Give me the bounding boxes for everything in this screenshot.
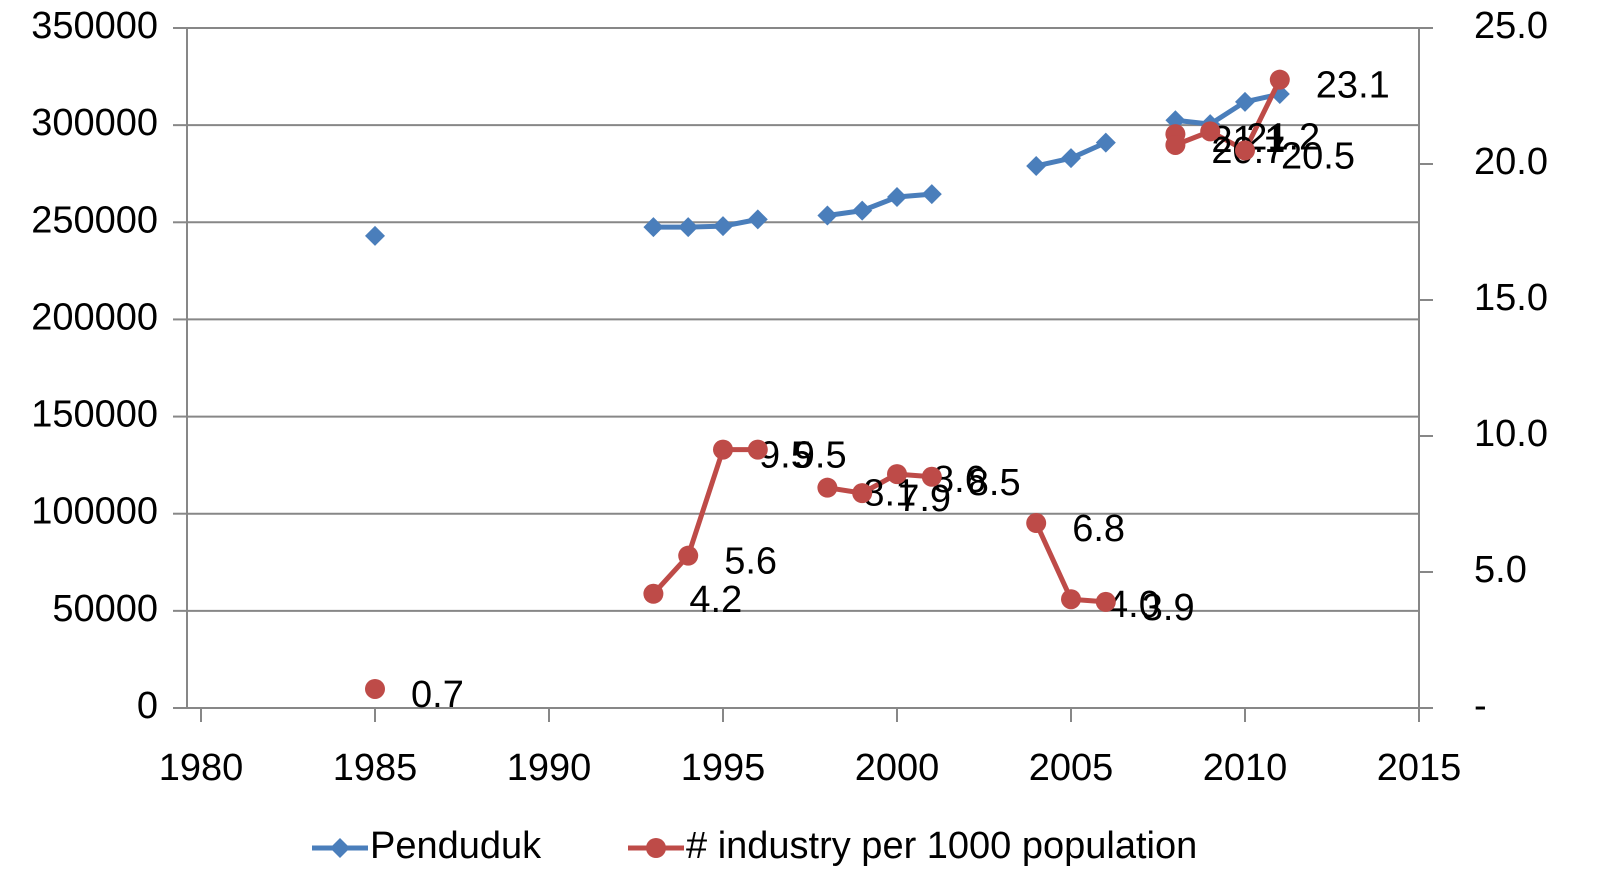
data-label: 5.6 (724, 541, 777, 583)
legend-marker (646, 838, 666, 858)
point (887, 187, 907, 208)
point (678, 545, 699, 566)
point (1269, 69, 1290, 90)
legend-marker (330, 838, 350, 858)
point (1095, 591, 1116, 612)
data-label: 4.0 (1107, 584, 1160, 626)
series-line (651, 78, 1283, 605)
x-tick-label: 1990 (507, 747, 592, 789)
y-tick-label: 250000 (31, 199, 158, 241)
point (852, 483, 873, 504)
point (852, 200, 873, 221)
data-label: 8.6 (933, 459, 986, 501)
data-label: 4.2 (689, 579, 742, 621)
y-tick-label: 50000 (52, 588, 158, 630)
point (643, 583, 664, 604)
point (365, 678, 385, 699)
point (1235, 140, 1255, 161)
data-label: 0.7 (411, 674, 464, 716)
point (365, 225, 385, 246)
point (1165, 110, 1186, 131)
point (1026, 155, 1047, 176)
point (1200, 121, 1221, 142)
point (887, 464, 907, 485)
point (713, 216, 733, 237)
y-tick-label: 0 (137, 685, 158, 727)
point (817, 477, 838, 498)
point (921, 184, 942, 205)
point (678, 217, 699, 238)
point (1095, 132, 1116, 153)
data-label: 9.5 (759, 435, 812, 477)
series-line (653, 91, 1281, 230)
data-label: 7.9 (898, 478, 951, 520)
x-tick-label: 1995 (681, 747, 766, 789)
point (643, 217, 664, 238)
y-tick-label: 100000 (31, 491, 158, 533)
y2-tick-label: 15.0 (1474, 277, 1548, 319)
x-tick-label: 2000 (855, 747, 940, 789)
point (1026, 513, 1047, 534)
data-label: 20.5 (1281, 135, 1355, 177)
data-label: 23.1 (1316, 65, 1390, 107)
y2-tick-label: - (1474, 685, 1487, 727)
legend-label: Penduduk (370, 825, 542, 867)
y2-tick-label: 20.0 (1474, 141, 1548, 183)
y-tick-label: 350000 (31, 5, 158, 47)
x-tick-label: 1985 (333, 747, 418, 789)
point (921, 466, 942, 487)
point (1061, 589, 1081, 610)
y2-tick-label: 10.0 (1474, 413, 1548, 455)
point (1235, 91, 1255, 112)
data-label: 9.5 (794, 435, 847, 477)
data-label: 3.9 (1142, 587, 1195, 629)
x-tick-label: 1980 (159, 747, 244, 789)
point (713, 439, 733, 460)
point (817, 205, 838, 226)
point (1165, 134, 1186, 155)
x-tick-label: 2015 (1377, 747, 1462, 789)
x-tick-label: 2005 (1029, 747, 1114, 789)
y-tick-label: 150000 (31, 394, 158, 436)
y-tick-label: 200000 (31, 296, 158, 338)
point (747, 439, 768, 460)
data-label: 8.5 (968, 462, 1021, 504)
point (747, 209, 768, 230)
y2-tick-label: 5.0 (1474, 549, 1527, 591)
y2-tick-label: 25.0 (1474, 5, 1548, 47)
data-label: 6.8 (1072, 508, 1125, 550)
point (1061, 148, 1081, 169)
data-label: 21.2 (1246, 116, 1320, 158)
x-tick-label: 2010 (1203, 747, 1288, 789)
legend-label: # industry per 1000 population (686, 825, 1197, 867)
y-tick-label: 300000 (31, 102, 158, 144)
